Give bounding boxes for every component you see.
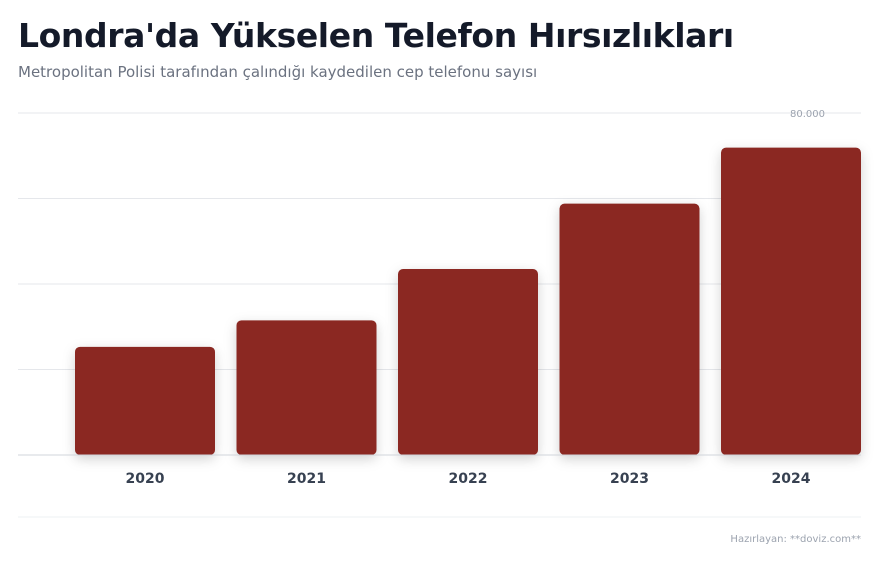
bars [75,147,861,455]
chart-title: Londra'da Yükselen Telefon Hırsızlıkları [18,16,734,55]
source-credit: Hazırlayan: **doviz.com** [730,534,861,545]
chart-subtitle: Metropolitan Polisi tarafından çalındığı… [18,63,538,81]
x-tick-label-2023: 2023 [610,471,649,487]
x-tick-label-2021: 2021 [287,471,326,487]
bar-2023 [559,203,700,455]
bar-2024 [721,147,861,455]
x-tick-label-2024: 2024 [772,471,811,487]
x-tick-label-2020: 2020 [126,471,165,487]
bar-2022 [398,269,538,455]
x-axis-labels: 2020 2021 2022 2023 2024 [126,471,811,487]
x-tick-label-2022: 2022 [449,471,488,487]
y-axis-tick-label: 80.000 [790,109,825,120]
bar-2021 [236,320,377,455]
bar-2020 [75,346,215,455]
